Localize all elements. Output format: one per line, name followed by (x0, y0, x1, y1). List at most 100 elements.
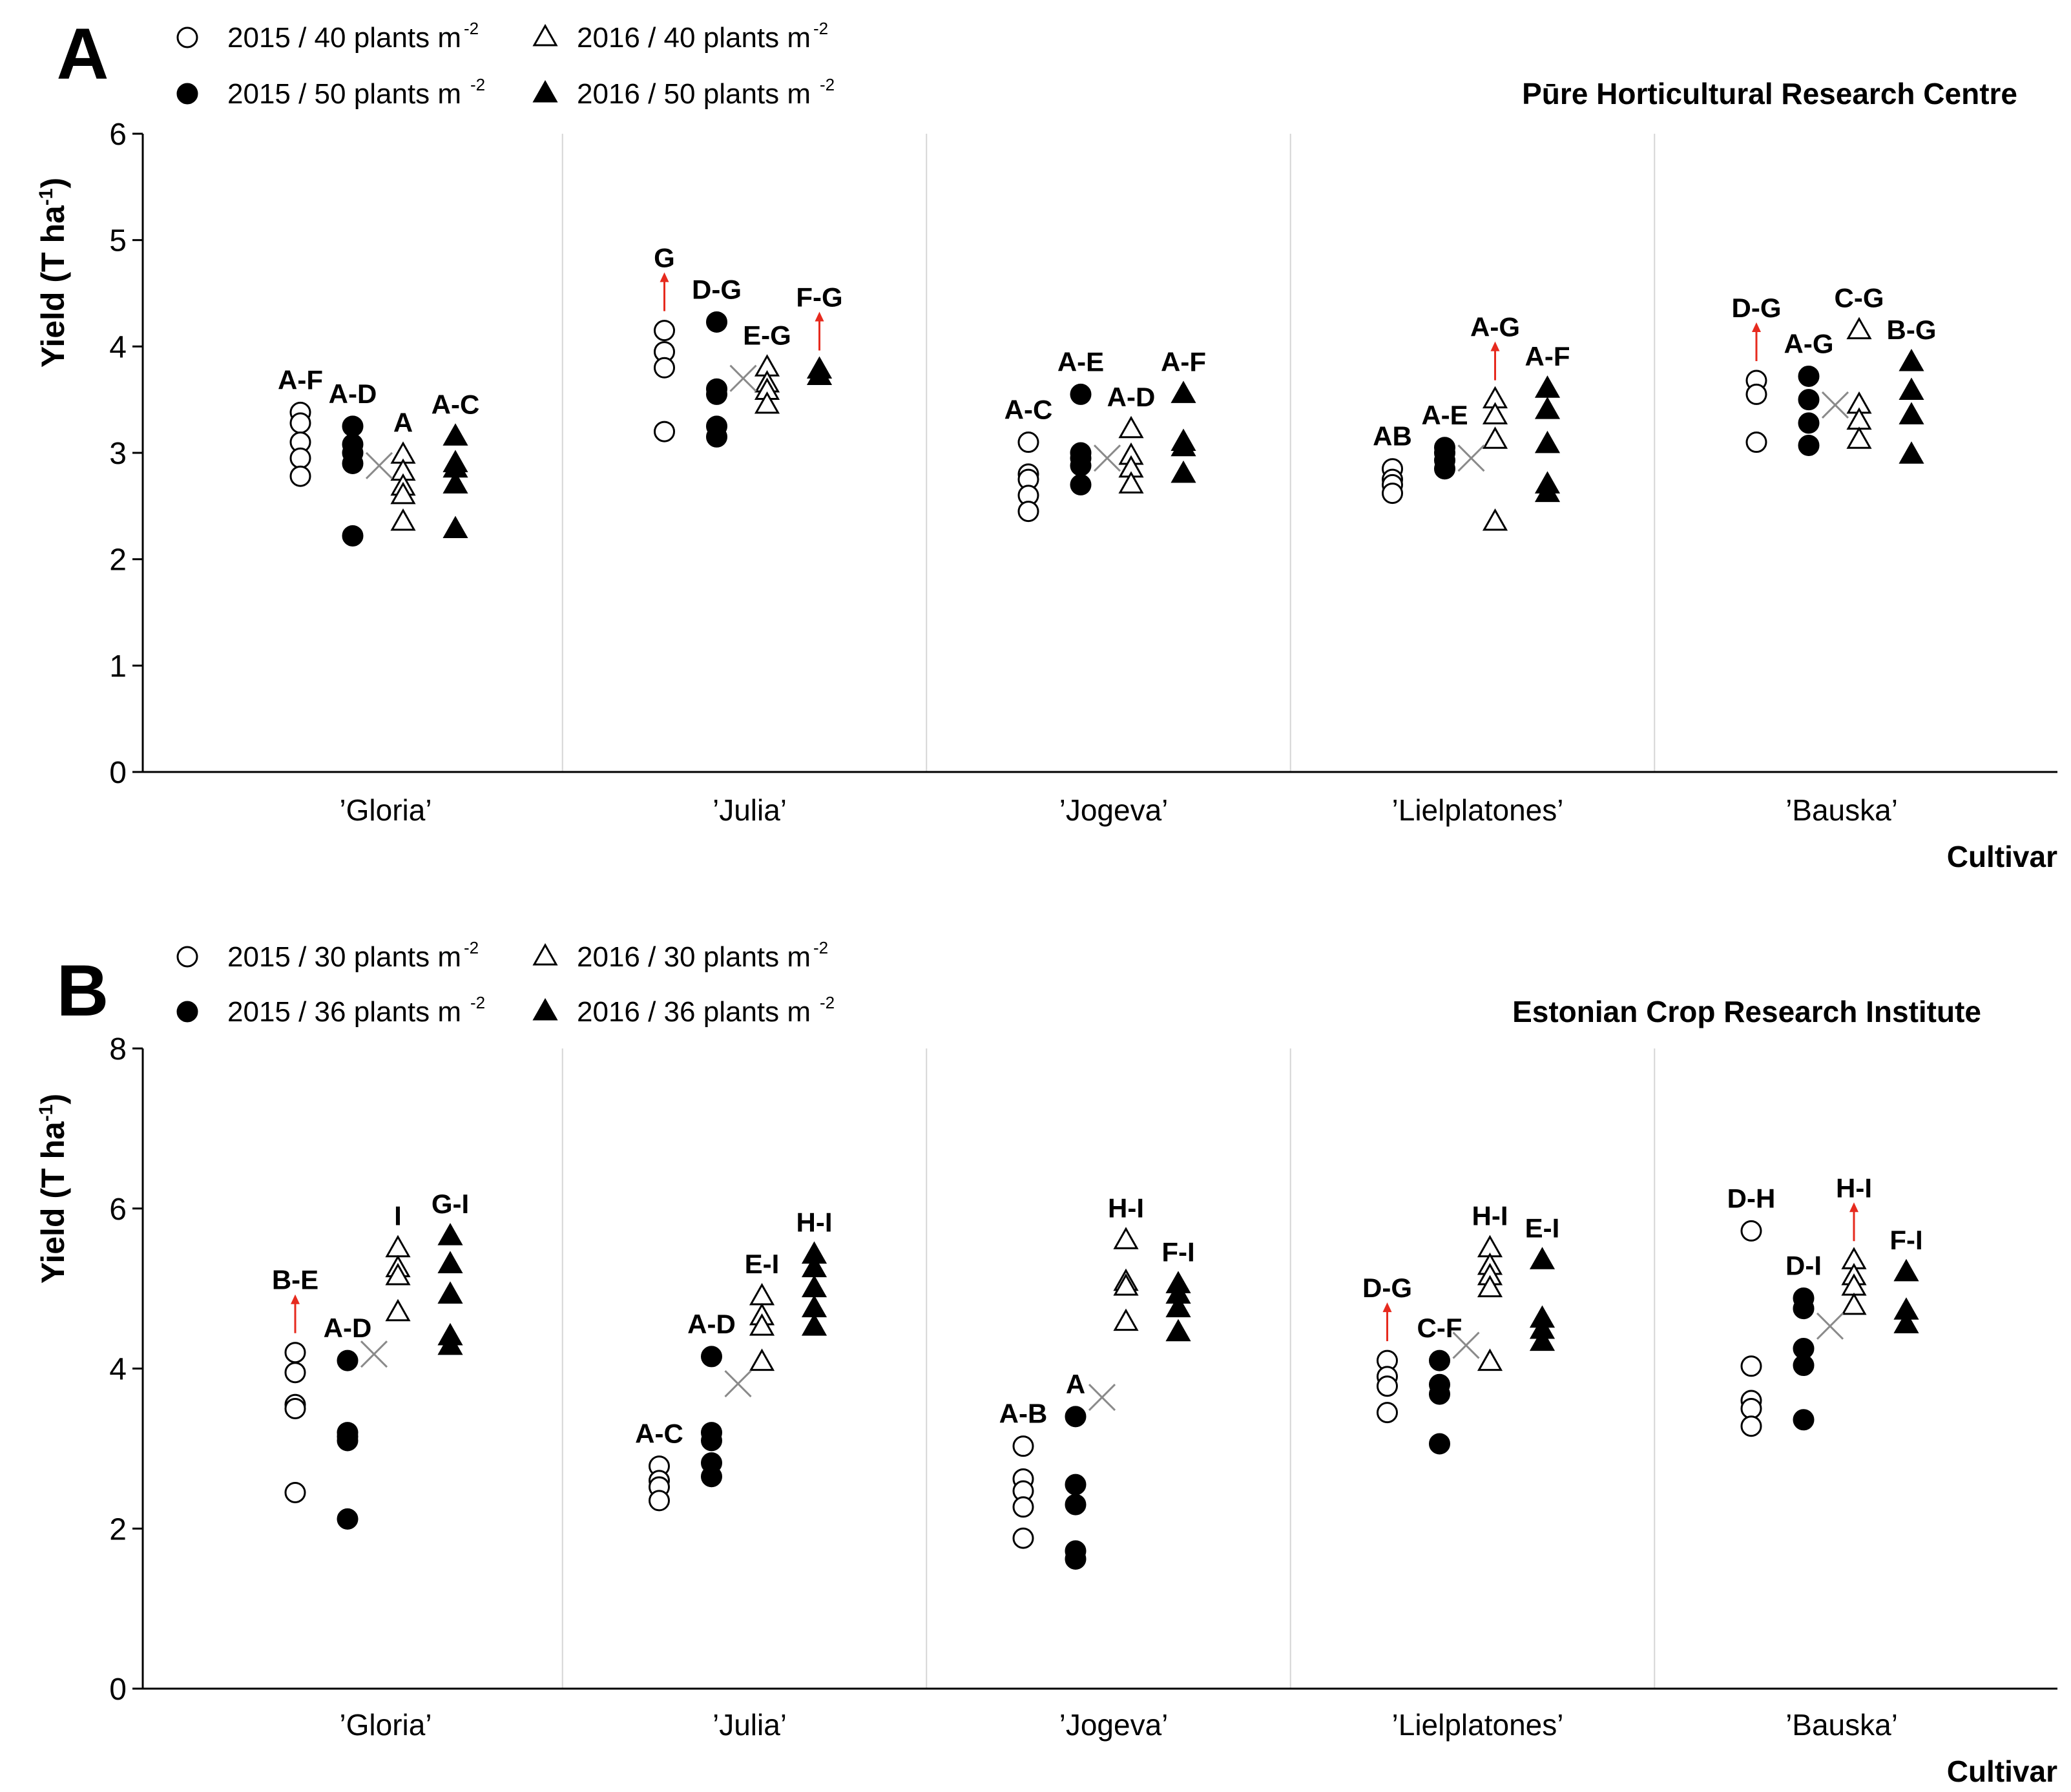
significance-letters: D-G (1362, 1273, 1412, 1303)
data-point (706, 383, 727, 405)
legend-marker (532, 23, 558, 47)
y-axis-label-sup: -1 (36, 1105, 57, 1122)
significance-arrowhead (291, 1294, 300, 1304)
data-point (1793, 1355, 1815, 1377)
significance-letters: C-G (1835, 283, 1884, 313)
y-tick-label: 6 (109, 118, 127, 152)
significance-letters: A-D (324, 1313, 372, 1343)
legend-marker (176, 26, 198, 48)
significance-arrowhead (660, 272, 669, 282)
data-point (701, 1466, 722, 1488)
data-point (337, 1349, 359, 1371)
significance-letters: D-H (1727, 1183, 1776, 1213)
data-point (1899, 402, 1924, 424)
data-point (1798, 365, 1820, 387)
significance-letters: H-I (1836, 1172, 1872, 1203)
y-tick-label: 4 (109, 330, 127, 364)
data-point (749, 1313, 775, 1336)
data-point (654, 357, 675, 379)
data-point (1740, 1220, 1762, 1242)
x-tick-label: ’Bauska’ (1785, 1708, 1898, 1742)
mean-marker (729, 364, 757, 392)
data-point (1798, 389, 1820, 411)
y-axis-label-end: ) (35, 1094, 71, 1105)
significance-letters: G-I (432, 1189, 469, 1219)
x-tick-label: ’Jogeva’ (1059, 1708, 1169, 1742)
data-point (385, 1262, 411, 1286)
legend-label-sup: -2 (820, 993, 835, 1012)
data-point (437, 1332, 463, 1355)
panel-label: B (57, 950, 109, 1031)
significance-letters: A-B (999, 1399, 1048, 1429)
significance-letters: C-F (1417, 1313, 1462, 1343)
data-point (1793, 1409, 1815, 1431)
legend-label: 2015 / 36 plants m -2 (227, 993, 485, 1028)
legend-item: 2016 / 40 plants m -2 (532, 19, 828, 54)
legend-label-main: 2016 / 30 plants m (577, 941, 811, 973)
mean-marker-stroke (1093, 444, 1121, 472)
data-point (1382, 483, 1403, 505)
legend-label-sup: -2 (464, 19, 479, 38)
data-point (1798, 412, 1820, 434)
legend-label-main: 2015 / 50 plants m (227, 78, 461, 110)
y-tick-label: 0 (109, 756, 127, 790)
significance-letters: B-G (1887, 315, 1937, 345)
mean-marker (1088, 1384, 1116, 1412)
data-point (342, 415, 364, 437)
legend-label-sup: -2 (464, 938, 479, 957)
data-point (1899, 348, 1924, 371)
significance-letters: D-G (692, 274, 742, 304)
y-tick-label: 2 (109, 543, 127, 578)
x-tick-label: ’Gloria’ (339, 793, 432, 827)
data-point (1893, 1258, 1919, 1282)
y-tick-label: 3 (109, 437, 127, 471)
significance-letters: I (394, 1201, 402, 1231)
significance-letters: A (393, 407, 413, 437)
data-point (1429, 1433, 1450, 1455)
significance-letters: E-I (745, 1249, 780, 1279)
data-point (1070, 474, 1092, 495)
legend-label-sup: -2 (470, 993, 485, 1012)
legend-label-sup: -2 (820, 75, 835, 94)
significance-letters: A-C (1004, 395, 1053, 425)
legend-label: 2016 / 50 plants m -2 (577, 75, 835, 110)
mean-marker-stroke (365, 452, 393, 479)
x-tick-label: ’Lielplatones’ (1392, 793, 1564, 827)
data-point (385, 1298, 411, 1322)
data-point (390, 508, 416, 531)
legend-label-main: 2015 / 40 plants m (227, 22, 461, 54)
data-point (701, 1346, 722, 1368)
legend-marker (532, 997, 558, 1021)
significance-letters: A-F (1161, 346, 1206, 377)
data-point (1534, 430, 1561, 453)
x-tick-label: ’Gloria’ (339, 1708, 432, 1742)
legend-label-main: 2015 / 30 plants m (227, 941, 461, 973)
significance-letters: F-I (1161, 1236, 1194, 1267)
significance-letters: A-G (1784, 328, 1834, 359)
data-point (1377, 1402, 1398, 1424)
mean-marker-stroke (1816, 1312, 1844, 1340)
data-point (1065, 1494, 1087, 1516)
legend-label: 2016 / 36 plants m -2 (577, 993, 835, 1028)
data-point (749, 1348, 775, 1371)
data-point (437, 1223, 463, 1245)
data-point (1482, 402, 1508, 424)
data-point (1841, 1292, 1867, 1315)
panel-b: B Estonian Crop Research Institute Yield… (35, 938, 2057, 1788)
x-tick-label: ’Jogeva’ (1059, 793, 1169, 827)
legend-item: 2015 / 40 plants m -2 (176, 19, 479, 54)
legend-label-main: 2016 / 36 plants m (577, 996, 811, 1028)
significance-letters: D-G (1732, 293, 1782, 323)
data-point (337, 1430, 359, 1452)
significance-letters: H-I (1108, 1193, 1144, 1223)
y-axis-label-sup: -1 (36, 189, 57, 206)
data-point (1012, 1435, 1034, 1457)
legend-label: 2016 / 30 plants m -2 (577, 938, 828, 973)
mean-marker-stroke (729, 364, 757, 392)
data-point (289, 412, 311, 434)
data-point (390, 481, 416, 505)
legend-label: 2015 / 40 plants m -2 (227, 19, 479, 54)
panel-label: A (57, 14, 109, 94)
